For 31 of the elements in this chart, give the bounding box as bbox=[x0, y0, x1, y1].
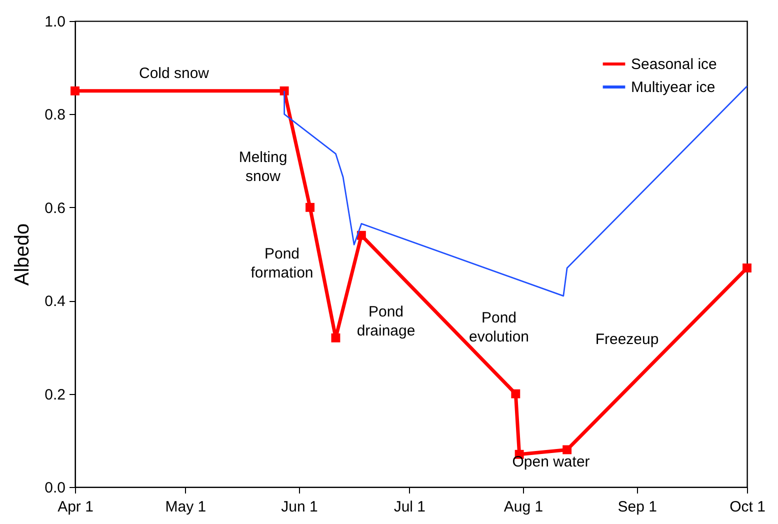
annotation: Cold snow bbox=[138, 65, 210, 82]
point bbox=[742, 264, 752, 272]
x-tick-label: Apr 1 bbox=[58, 498, 94, 516]
y-axis-title: Albedo bbox=[12, 223, 34, 286]
x-tick-label: May 1 bbox=[165, 498, 206, 516]
point bbox=[356, 230, 366, 240]
x-tick-label: Sep 1 bbox=[618, 498, 657, 516]
y-tick-label: 0.8 bbox=[44, 106, 66, 124]
annotation: Melting snow bbox=[238, 148, 288, 185]
point bbox=[331, 333, 340, 342]
point bbox=[511, 389, 520, 398]
point bbox=[562, 445, 572, 454]
y-tick-label: 0.6 bbox=[44, 200, 66, 217]
legend-label: Seasonal ice bbox=[631, 56, 717, 73]
y-tick-label: 0.4 bbox=[44, 293, 66, 310]
annotation: Pond evolution bbox=[468, 310, 530, 346]
point bbox=[70, 86, 80, 96]
x-tick-label: Aug 1 bbox=[504, 498, 544, 516]
x-tick-label: Oct 1 bbox=[730, 498, 766, 516]
annotation: Pond formation bbox=[250, 246, 314, 282]
legend-label: Multiyear ice bbox=[631, 79, 716, 96]
annotation: Pond drainage bbox=[356, 304, 416, 340]
y-tick-label: 0.2 bbox=[44, 386, 66, 404]
annotation: Freezeup bbox=[595, 331, 659, 348]
x-tick-label: Jul 1 bbox=[394, 498, 426, 516]
y-tick-label: 1.0 bbox=[44, 14, 66, 30]
x-tick-label: Jun 1 bbox=[281, 498, 318, 516]
annotation: Open water bbox=[512, 453, 590, 470]
point bbox=[280, 86, 289, 96]
y-tick-label: 0.0 bbox=[44, 480, 66, 496]
point bbox=[306, 202, 314, 212]
